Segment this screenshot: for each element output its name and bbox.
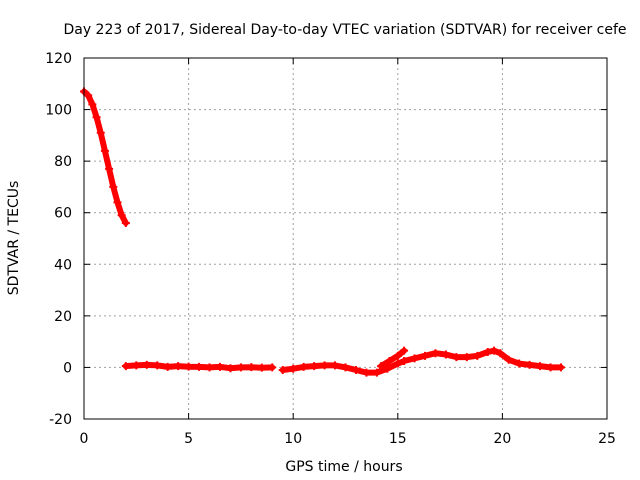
data-point (268, 363, 277, 372)
x-tick-label: 5 (184, 431, 193, 447)
data-point (385, 356, 394, 365)
data-point (490, 346, 499, 355)
data-point (400, 356, 409, 365)
y-tick-label: 20 (54, 309, 72, 325)
x-tick-label: 0 (80, 431, 89, 447)
data-point (351, 366, 360, 375)
data-point (504, 355, 513, 364)
data-point (121, 362, 130, 371)
data-point (400, 346, 409, 355)
data-point (205, 363, 214, 372)
data-point (100, 146, 109, 155)
data-point (362, 368, 371, 377)
y-tick-label: 0 (63, 360, 72, 376)
data-point (105, 164, 114, 173)
data-point (195, 362, 204, 371)
data-point (174, 362, 183, 371)
data-point (452, 353, 461, 362)
data-point (88, 100, 97, 109)
y-tick-label: 40 (54, 257, 72, 273)
data-point (299, 362, 308, 371)
data-point (441, 350, 450, 359)
data-point (84, 91, 93, 100)
series-line-segment-5 (401, 347, 564, 371)
data-point (226, 364, 235, 373)
data-point (462, 353, 471, 362)
data-point (96, 128, 105, 137)
data-point (536, 362, 545, 371)
data-point (113, 198, 122, 207)
data-point (163, 362, 172, 371)
series-line-segment-4 (378, 347, 408, 370)
data-point (341, 363, 350, 372)
y-tick-label: 60 (54, 206, 72, 222)
x-tick-label: 20 (493, 431, 511, 447)
data-point (420, 351, 429, 360)
axis-ticks: 0 5 10 15 20 25 -20 0 20 40 60 80 100 120 (45, 51, 616, 447)
x-axis-label: GPS time / hours (285, 459, 402, 475)
y-axis-label: SDTVAR / TECUs (6, 181, 22, 296)
data-point (289, 364, 298, 373)
data-point (377, 362, 386, 371)
data-point (92, 113, 101, 122)
data-point (153, 361, 162, 370)
data-point (184, 362, 193, 371)
series-group (80, 87, 565, 377)
data-point (383, 364, 392, 373)
data-point (473, 351, 482, 360)
data-point (431, 349, 440, 358)
y-tick-label: 100 (45, 103, 72, 119)
plot-frame (83, 57, 608, 420)
data-point (393, 351, 402, 360)
y-tick-label: -20 (49, 412, 72, 428)
data-point (121, 219, 130, 228)
data-point (215, 362, 224, 371)
y-tick-label: 80 (54, 154, 72, 170)
data-point (496, 349, 505, 358)
data-point (410, 354, 419, 363)
data-point (546, 363, 555, 372)
x-tick-label: 15 (389, 431, 407, 447)
chart-title: Day 223 of 2017, Sidereal Day-to-day VTE… (63, 22, 626, 38)
data-point (257, 363, 266, 372)
x-tick-label: 10 (284, 431, 302, 447)
x-tick-label: 25 (598, 431, 616, 447)
data-point (142, 360, 151, 369)
data-point (515, 359, 524, 368)
data-point (247, 363, 256, 372)
data-point (310, 362, 319, 371)
data-point (236, 363, 245, 372)
data-point (331, 361, 340, 370)
data-point (117, 211, 126, 220)
data-point (132, 361, 141, 370)
data-point (109, 182, 118, 191)
data-point (320, 361, 329, 370)
data-point (483, 347, 492, 356)
data-point (372, 368, 381, 377)
data-point (278, 366, 287, 375)
y-tick-label: 120 (45, 51, 72, 67)
data-point (556, 363, 565, 372)
data-point (393, 359, 402, 368)
data-point (525, 360, 534, 369)
